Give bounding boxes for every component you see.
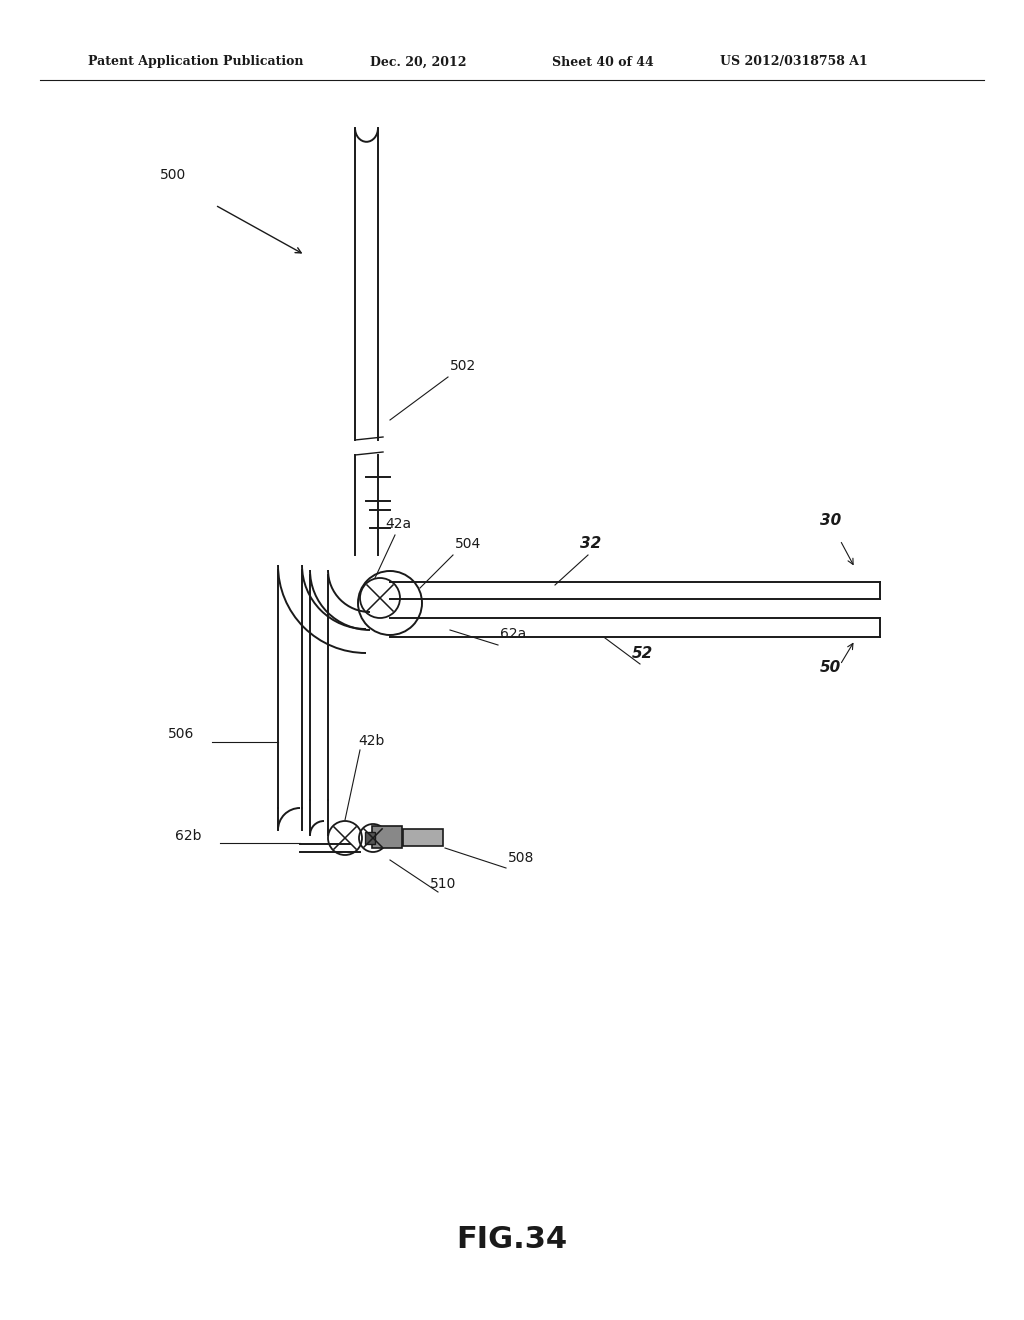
Bar	[365, 832, 375, 843]
Text: 42a: 42a	[385, 517, 411, 531]
Text: 500: 500	[160, 168, 186, 182]
Text: 42b: 42b	[358, 734, 384, 748]
Text: 62a: 62a	[500, 627, 526, 642]
Text: 32: 32	[580, 536, 601, 550]
Text: Patent Application Publication: Patent Application Publication	[88, 55, 303, 69]
Bar	[403, 829, 443, 846]
Text: US 2012/0318758 A1: US 2012/0318758 A1	[720, 55, 867, 69]
Bar	[372, 826, 402, 847]
Text: 52: 52	[632, 645, 653, 661]
Text: 506: 506	[168, 727, 195, 741]
Text: Sheet 40 of 44: Sheet 40 of 44	[552, 55, 653, 69]
Text: 508: 508	[508, 851, 535, 865]
Text: 502: 502	[450, 359, 476, 374]
Text: 504: 504	[455, 537, 481, 550]
Text: 510: 510	[430, 876, 457, 891]
Text: 50: 50	[820, 660, 842, 675]
Text: FIG.34: FIG.34	[457, 1225, 567, 1254]
Text: 62b: 62b	[175, 829, 202, 843]
Text: 30: 30	[820, 513, 842, 528]
Text: Dec. 20, 2012: Dec. 20, 2012	[370, 55, 467, 69]
